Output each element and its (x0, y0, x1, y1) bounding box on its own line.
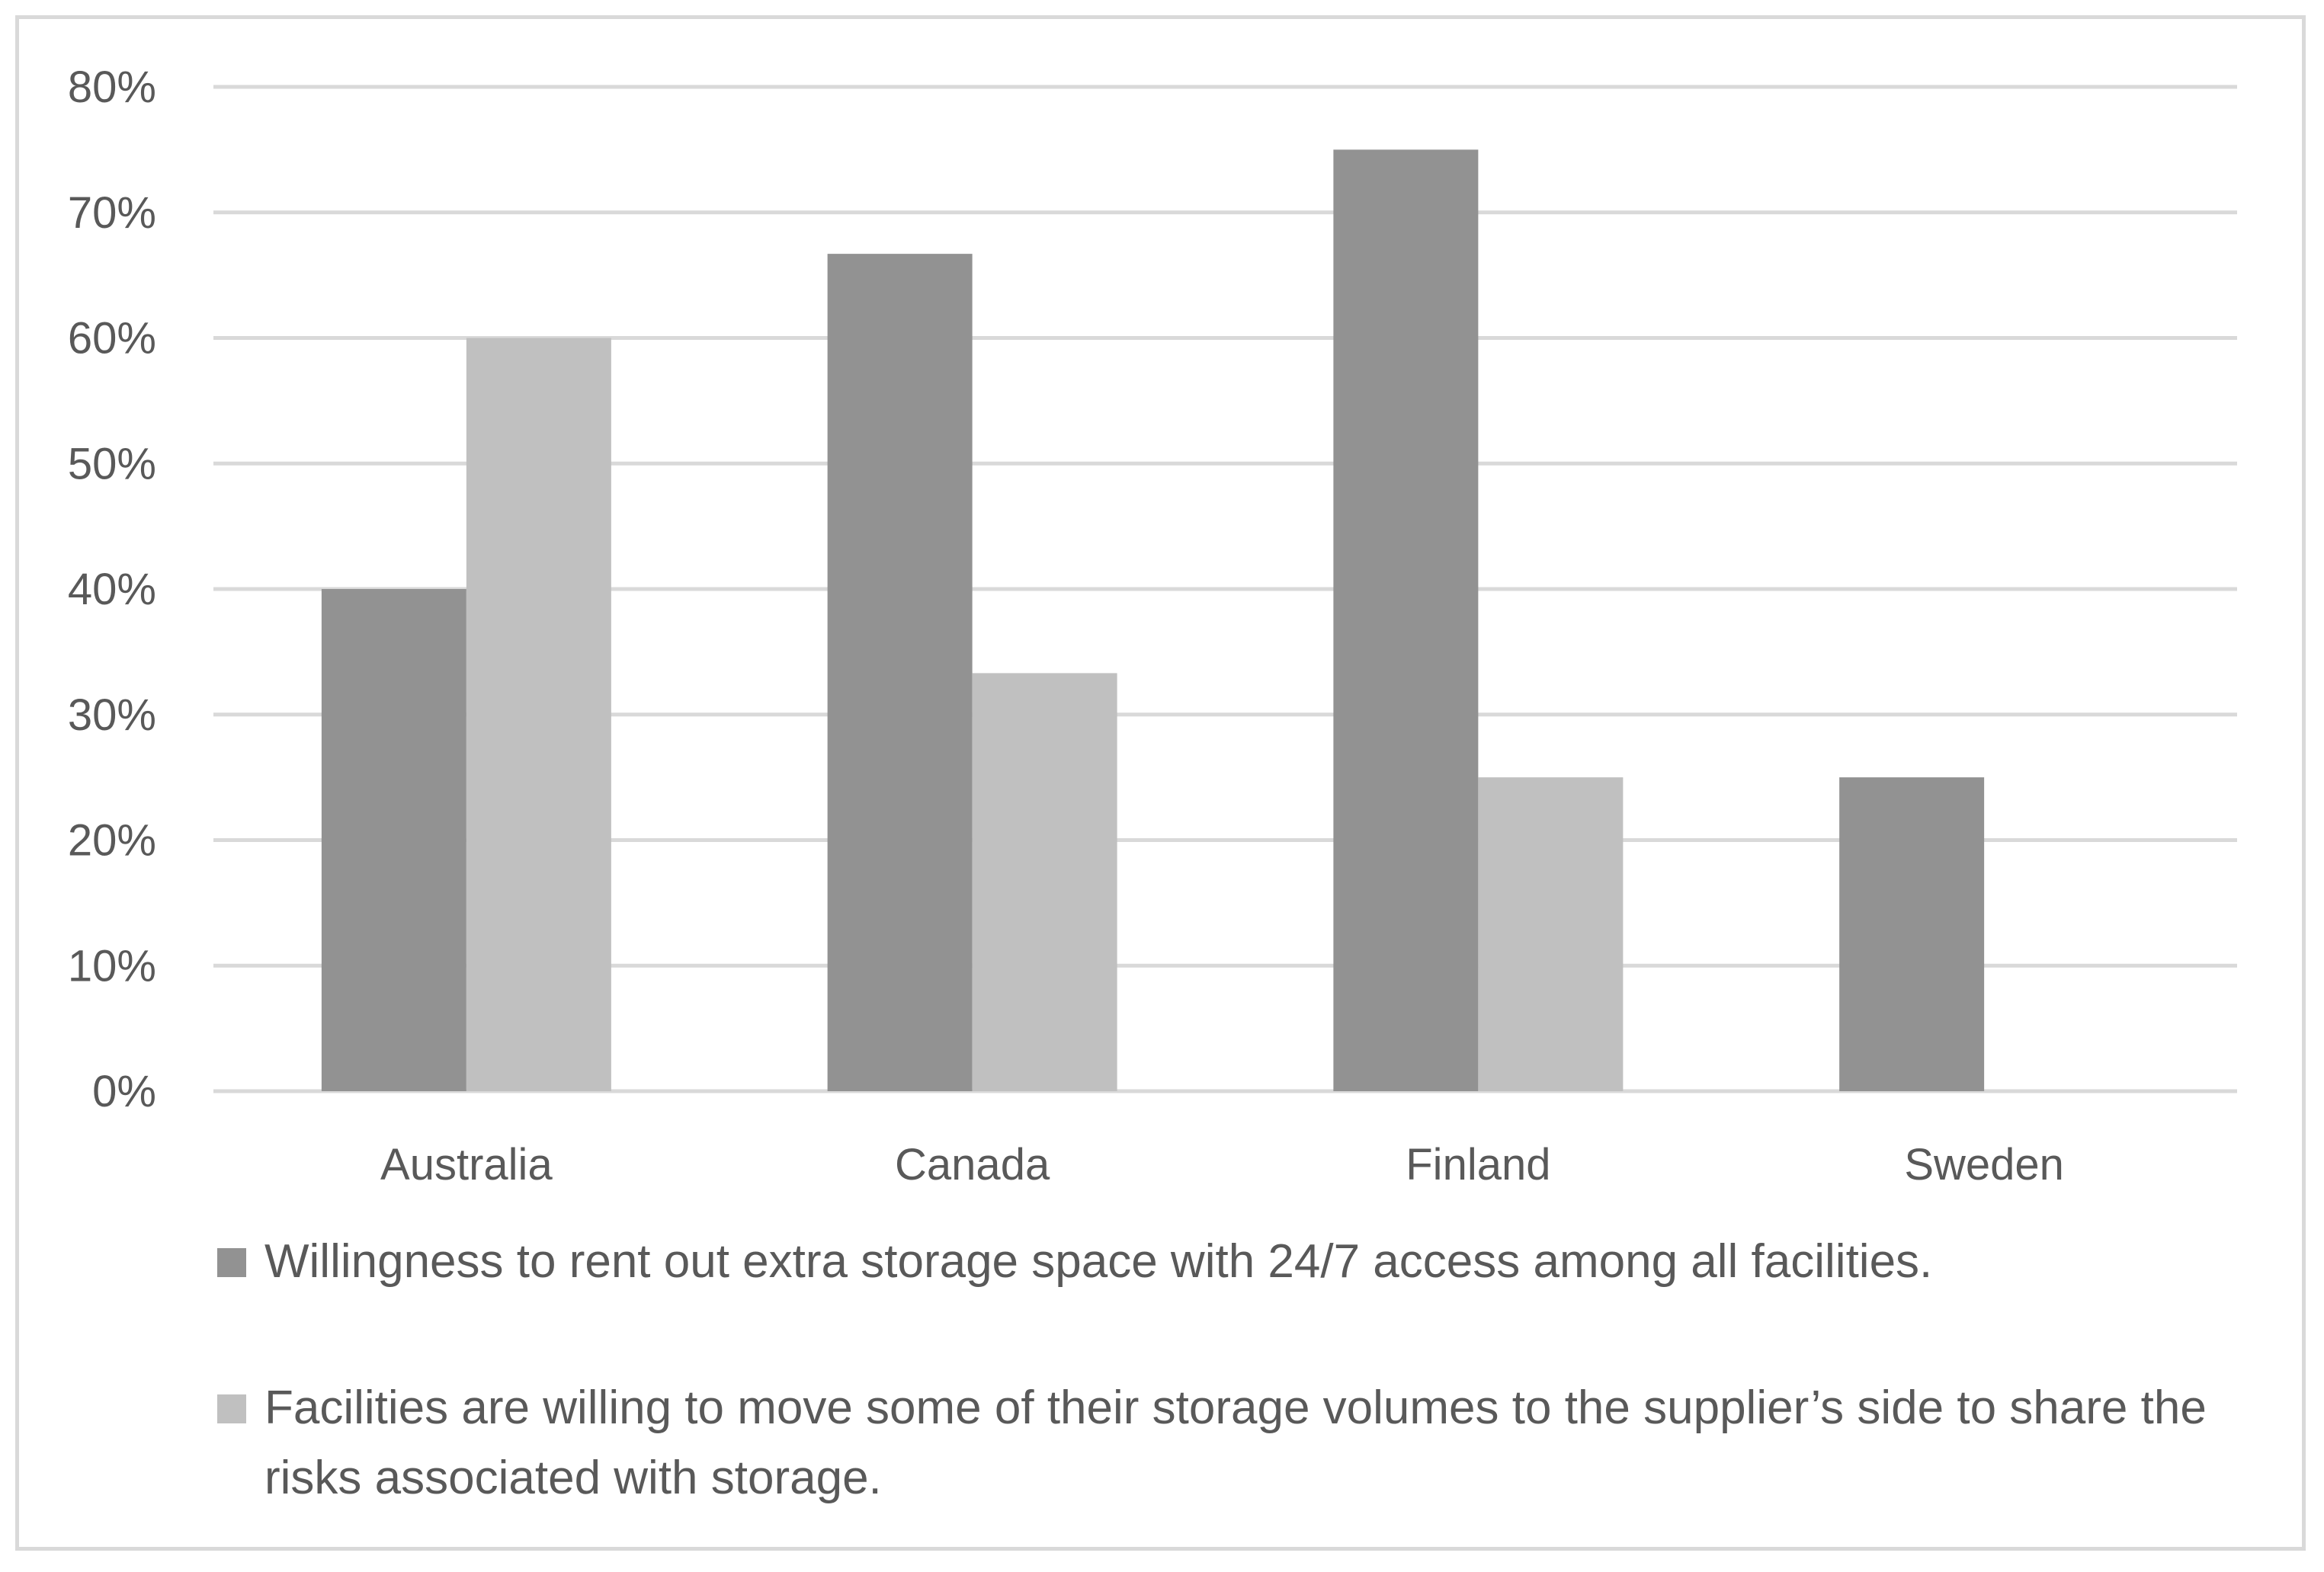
y-axis-tick-labels: 0% 10% 20% 30% 40% 50% 60% 70% 80% (68, 62, 156, 1116)
x-tick-label-sweden: Sweden (1904, 1140, 2064, 1189)
legend-item-series-2: Facilities are willing to move some of t… (217, 1373, 2229, 1513)
x-tick-label-australia: Australia (380, 1140, 553, 1189)
legend-swatch-series-1 (217, 1248, 246, 1277)
legend-label-series-2: Facilities are willing to move some of t… (264, 1382, 2207, 1504)
y-tick-label: 40% (68, 565, 156, 614)
x-tick-label-canada: Canada (895, 1140, 1050, 1189)
bar-sweden-series-1 (1839, 777, 1984, 1091)
x-axis-tick-labels: Australia Canada Finland Sweden (380, 1140, 2064, 1189)
bar-finland-series-1 (1333, 149, 1478, 1091)
bar-australia-series-1 (322, 589, 466, 1091)
y-tick-label: 50% (68, 439, 156, 488)
legend-label-series-1: Willingness to rent out extra storage sp… (264, 1235, 1932, 1288)
bar-canada-series-2 (973, 673, 1117, 1091)
legend: Willingness to rent out extra storage sp… (217, 1227, 2229, 1513)
bars (322, 149, 1984, 1091)
legend-item-series-1: Willingness to rent out extra storage sp… (217, 1227, 2229, 1297)
x-tick-label-finland: Finland (1406, 1140, 1550, 1189)
bar-australia-series-2 (466, 338, 611, 1092)
y-tick-label: 70% (68, 188, 156, 238)
bar-finland-series-2 (1478, 777, 1623, 1091)
legend-swatch-series-2 (217, 1394, 246, 1423)
bar-canada-series-1 (828, 254, 973, 1091)
y-tick-label: 30% (68, 690, 156, 740)
y-tick-label: 0% (92, 1067, 156, 1116)
y-tick-label: 80% (68, 62, 156, 112)
y-tick-label: 60% (68, 314, 156, 363)
y-tick-label: 20% (68, 816, 156, 866)
y-tick-label: 10% (68, 941, 156, 991)
